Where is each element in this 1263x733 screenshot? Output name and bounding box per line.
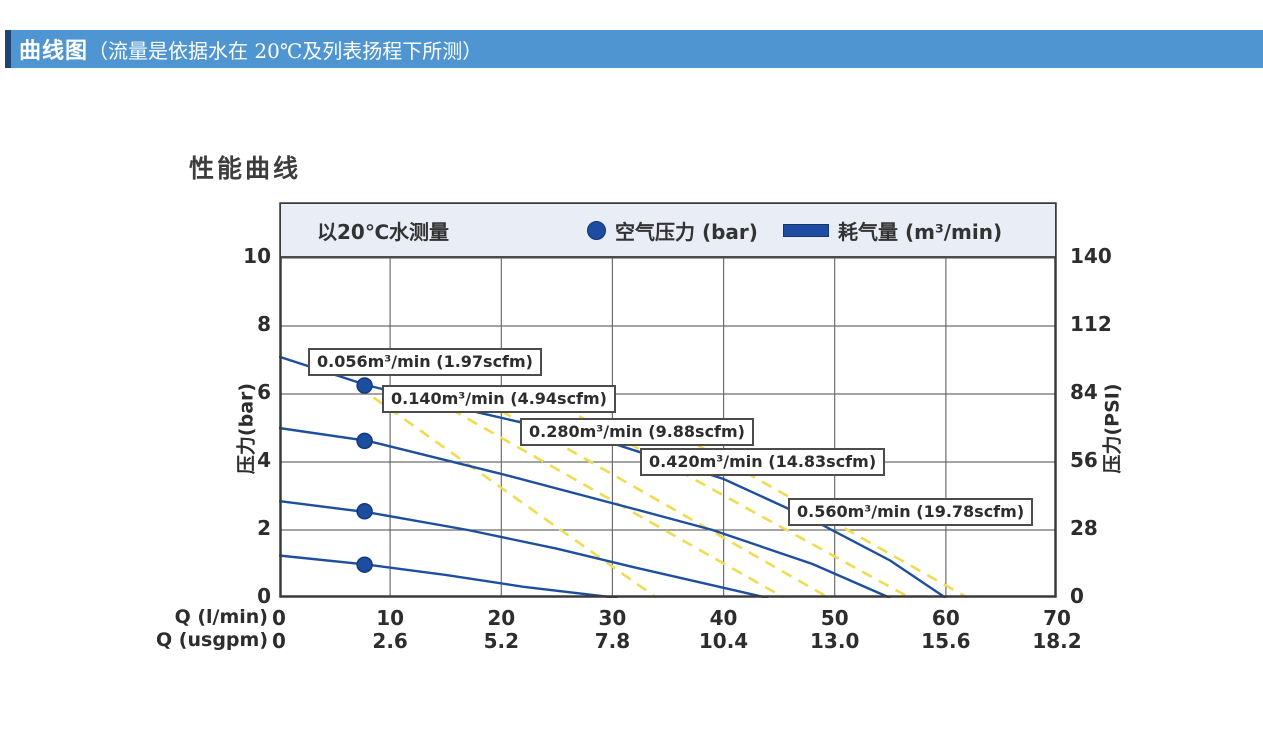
- y-axis-tick-bar: 0: [257, 584, 271, 608]
- air-consumption-annotation: 0.420m³/min (14.83scfm): [640, 448, 886, 476]
- air-consumption-annotation: 0.560m³/min (19.78scfm): [788, 498, 1034, 526]
- x-axis-tick-lmin: 50: [820, 606, 849, 630]
- x-axis-tick-usgpm: 2.6: [372, 629, 408, 653]
- y-axis-tick-psi: 28: [1070, 516, 1098, 540]
- chart-legend: 以20℃水测量 空气压力 (bar) 耗气量 (m³/min): [281, 204, 1055, 258]
- x-axis-tick-lmin: 40: [709, 606, 738, 630]
- y-axis-tick-bar: 4: [257, 448, 271, 472]
- legend-air-consumption: 耗气量 (m³/min): [783, 204, 1002, 256]
- x-axis-tick-lmin: 20: [487, 606, 516, 630]
- legend-air-pressure-label: 空气压力 (bar): [615, 219, 758, 244]
- x-axis-label-usgpm: Q (usgpm): [156, 629, 268, 651]
- x-axis-tick-usgpm: 5.2: [483, 629, 519, 653]
- x-axis-tick-lmin: 30: [598, 606, 627, 630]
- y-axis-tick-bar: 10: [243, 244, 271, 268]
- air-consumption-annotation: 0.056m³/min (1.97scfm): [308, 348, 542, 376]
- air-consumption-bar-icon: [783, 223, 829, 237]
- air-pressure-dot-icon: [587, 220, 606, 240]
- x-axis-tick-usgpm: 7.8: [594, 629, 631, 653]
- legend-note-label: 以20℃水测量: [317, 219, 450, 244]
- section-header-bar: 曲线图 （流量是依据水在 20℃及列表扬程下所测）: [5, 30, 1263, 68]
- x-axis-tick-usgpm: 10.4: [698, 629, 749, 653]
- air-consumption-annotation: 0.280m³/min (9.88scfm): [520, 418, 754, 446]
- x-axis-tick-lmin: 0: [272, 606, 286, 630]
- x-axis-tick-usgpm: 18.2: [1032, 629, 1082, 653]
- y-axis-tick-bar: 8: [257, 312, 271, 336]
- legend-air-consumption-label: 耗气量 (m³/min): [838, 219, 1003, 244]
- y-axis-tick-bar: 2: [257, 516, 271, 540]
- chart-title: 性能曲线: [189, 154, 302, 183]
- section-subtitle: （流量是依据水在 20℃及列表扬程下所测）: [88, 38, 483, 63]
- y-axis-tick-psi: 0: [1070, 584, 1084, 608]
- y-axis-tick-psi: 84: [1070, 380, 1098, 404]
- y-axis-tick-psi: 56: [1070, 448, 1098, 472]
- x-axis-tick-lmin: 70: [1043, 606, 1071, 630]
- x-axis-tick-usgpm: 13.0: [810, 629, 860, 653]
- x-axis-tick-usgpm: 15.6: [921, 629, 971, 653]
- x-axis-tick-lmin: 10: [376, 606, 405, 630]
- section-title: 曲线图: [19, 39, 89, 64]
- y-axis-tick-psi: 112: [1070, 312, 1112, 336]
- y-axis-tick-bar: 6: [257, 380, 271, 404]
- x-axis-tick-usgpm: 0: [272, 629, 286, 653]
- y-axis-tick-psi: 140: [1070, 244, 1112, 268]
- legend-air-pressure: 空气压力 (bar): [587, 204, 758, 256]
- air-consumption-annotation: 0.140m³/min (4.94scfm): [382, 385, 616, 413]
- x-axis-label-lmin: Q (l/min): [174, 606, 268, 628]
- legend-note: 以20℃水测量: [317, 204, 449, 256]
- x-axis-tick-lmin: 60: [931, 606, 960, 630]
